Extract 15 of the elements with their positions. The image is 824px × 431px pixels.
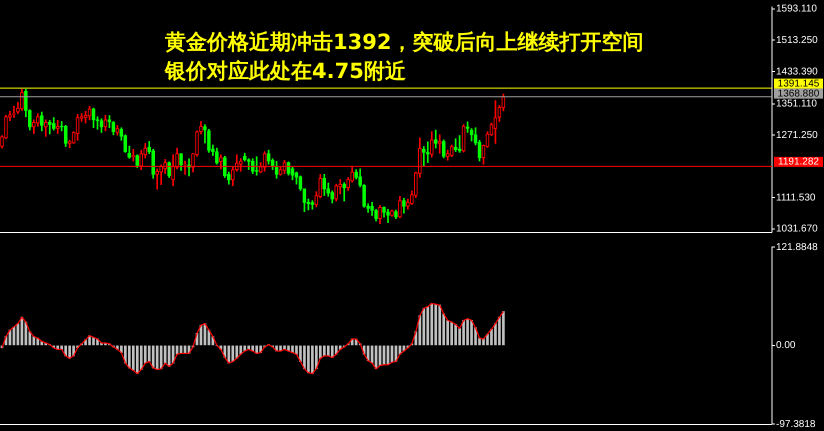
ref-line-label: 1391.145	[778, 78, 820, 90]
y-tick-label: -97.3818	[776, 418, 816, 430]
y-tick-label: 1351.110	[776, 98, 818, 110]
y-tick-label: 1271.250	[776, 130, 818, 141]
ref-line-label: 1191.282	[778, 156, 820, 168]
y-tick-label: 121.8848	[776, 242, 818, 253]
y-tick-label: 1593.110	[776, 4, 818, 15]
y-tick-label: 1031.670	[776, 224, 818, 235]
annotation: 银价对应此处在4.75附近	[165, 58, 406, 85]
y-tick-label: 1513.250	[776, 34, 818, 46]
annotation: 黄金价格近期冲击1392，突破后向上继续打开空间	[165, 29, 644, 56]
y-tick-label: 1111.530	[776, 192, 816, 204]
y-tick-label: 1433.390	[776, 66, 818, 78]
y-tick-label: 0.00	[776, 340, 796, 352]
ref-line-label: 1368.880	[778, 88, 820, 100]
